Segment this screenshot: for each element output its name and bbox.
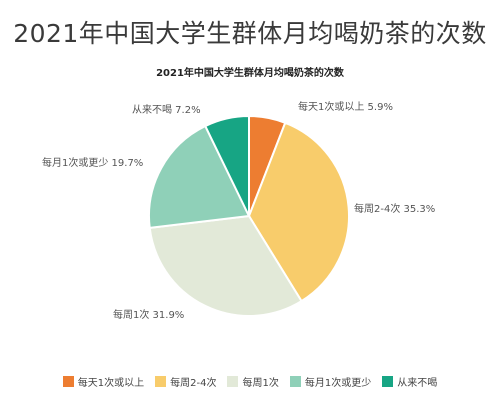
legend-label: 每周1次	[242, 378, 279, 389]
chart-title: 2021年中国大学生群体月均喝奶茶的次数	[156, 68, 344, 79]
slice-label: 每周2-4次 35.3%	[354, 202, 435, 215]
legend-label: 每天1次或以上	[77, 378, 145, 389]
slice-label: 每天1次或以上 5.9%	[298, 100, 393, 113]
pie-slice[interactable]	[203, 114, 250, 217]
legend: 每天1次或以上 每周2-4次 每周1次 每月1次或更少 从来不喝	[0, 374, 500, 389]
legend-item[interactable]: 每月1次或更少	[289, 374, 372, 389]
legend-swatch	[155, 376, 167, 387]
legend-label: 从来不喝	[397, 378, 438, 389]
legend-swatch	[382, 376, 394, 387]
legend-swatch	[62, 376, 74, 387]
pie-slice[interactable]	[148, 214, 303, 317]
slice-label: 每周1次 31.9%	[113, 308, 184, 321]
legend-swatch	[289, 376, 301, 387]
legend-item[interactable]: 每周1次	[227, 374, 279, 389]
pie-slice[interactable]	[148, 124, 251, 230]
slice-label: 每月1次或更少 19.7%	[42, 156, 143, 169]
page-title: 2021年中国大学生群体月均喝奶茶的次数	[13, 19, 487, 48]
legend-item[interactable]: 从来不喝	[382, 374, 437, 389]
slice-label: 从来不喝 7.2%	[132, 104, 201, 116]
pie-slice[interactable]	[247, 121, 350, 303]
legend-swatch	[227, 376, 239, 387]
legend-item[interactable]: 每周2-4次	[155, 374, 216, 389]
legend-item[interactable]: 每天1次或以上	[62, 374, 145, 389]
legend-label: 每月1次或更少	[304, 378, 372, 389]
legend-label: 每周2-4次	[170, 378, 217, 389]
